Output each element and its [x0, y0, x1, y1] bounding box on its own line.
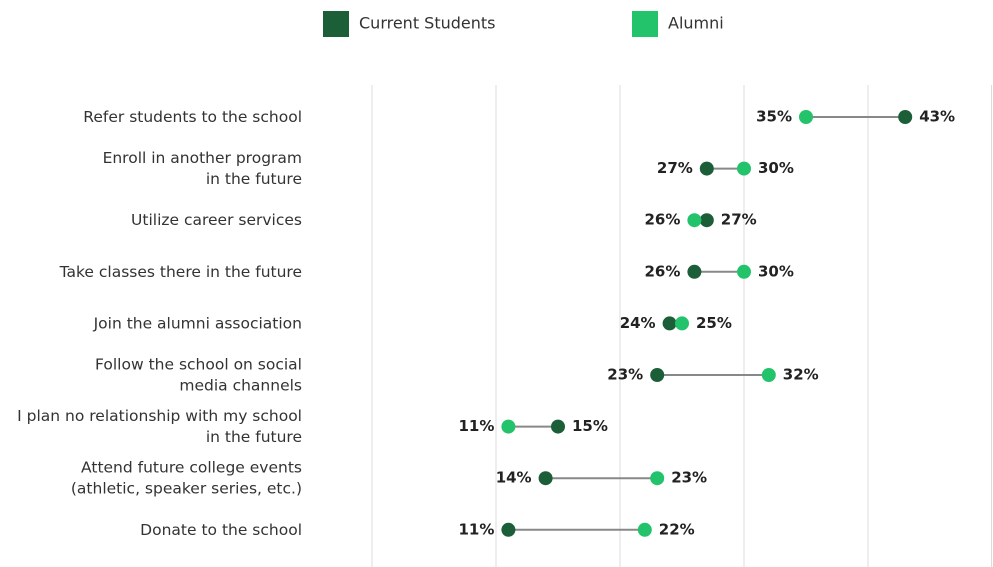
category-label: I plan no relationship with my school in …: [17, 407, 302, 446]
dot: [699, 161, 714, 176]
value-label: 22%: [659, 520, 695, 538]
value-label: 24%: [620, 314, 656, 332]
legend-label: Alumni: [668, 14, 724, 33]
category-label: Follow the school on social media channel…: [95, 355, 302, 394]
dot: [551, 419, 565, 434]
category-label: Donate to the school: [140, 520, 302, 538]
category-line: media channels: [179, 376, 302, 394]
dot: [662, 316, 677, 331]
category-label: Attend future college events (athletic, s…: [71, 458, 302, 497]
category-label: Join the alumni association: [93, 314, 302, 332]
value-label: 23%: [607, 366, 643, 384]
value-label: 27%: [721, 211, 757, 229]
value-label: 32%: [783, 366, 819, 384]
category-label: Take classes there in the future: [59, 262, 302, 280]
value-label: 25%: [696, 314, 732, 332]
value-label: 11%: [458, 417, 494, 435]
dot: [637, 522, 652, 537]
category-line: Take classes there in the future: [59, 262, 302, 280]
value-label: 30%: [758, 159, 794, 177]
dot: [538, 471, 553, 486]
dot: [650, 471, 665, 486]
value-label: 11%: [458, 520, 494, 538]
dot: [687, 264, 702, 279]
category-line: in the future: [206, 428, 302, 446]
dot: [501, 419, 516, 434]
legend-swatch: [632, 11, 658, 37]
dot: [687, 213, 702, 228]
dot: [650, 368, 665, 382]
category-line: (athletic, speaker series, etc.): [71, 479, 302, 497]
category-label: Refer students to the school: [83, 108, 302, 126]
dot: [699, 213, 714, 228]
dot: [761, 368, 776, 382]
value-label: 14%: [496, 469, 532, 487]
category-line: Enroll in another program: [103, 149, 302, 167]
value-label: 26%: [644, 211, 680, 229]
value-label: 35%: [756, 108, 792, 126]
value-label: 43%: [919, 108, 955, 126]
value-label: 26%: [644, 262, 680, 280]
category-label: Enroll in another program in the future: [103, 149, 302, 188]
value-label: 27%: [657, 159, 693, 177]
dot: [501, 522, 516, 537]
category-line: Refer students to the school: [83, 108, 302, 126]
value-label: 15%: [572, 417, 608, 435]
dot: [675, 316, 689, 331]
dot: [737, 161, 751, 176]
category-line: Follow the school on social: [95, 355, 302, 373]
value-label: 23%: [671, 469, 707, 487]
legend-label: Current Students: [359, 14, 496, 33]
category-line: in the future: [206, 170, 302, 188]
dot: [737, 264, 751, 279]
dot: [799, 110, 813, 124]
category-line: I plan no relationship with my school: [17, 407, 302, 425]
category-line: Utilize career services: [131, 211, 302, 229]
legend-swatch: [323, 11, 349, 37]
category-line: Join the alumni association: [93, 314, 302, 332]
value-label: 30%: [758, 262, 794, 280]
category-line: Donate to the school: [140, 520, 302, 538]
category-label: Utilize career services: [131, 211, 302, 229]
category-line: Attend future college events: [81, 458, 302, 476]
dot: [898, 110, 913, 124]
